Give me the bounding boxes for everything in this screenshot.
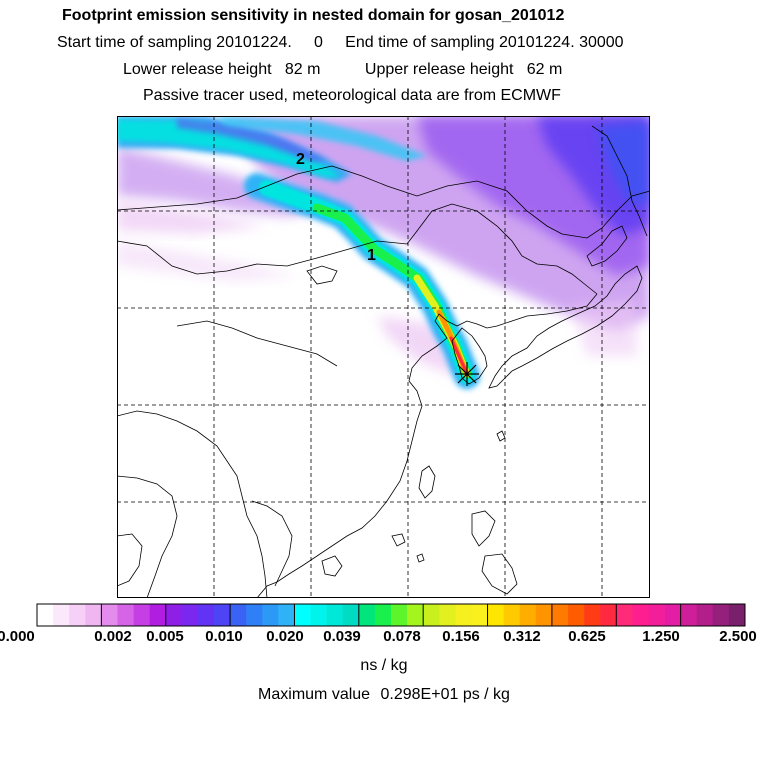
emission-plume [244,173,480,389]
trajectory-marker-1: 1 [367,247,376,264]
star-marker-icon [455,362,479,386]
colorbar-cell [712,604,730,626]
colorbar-cell [519,604,537,626]
colorbar-cell [230,604,247,626]
colorbar-tick-label: 0.002 [94,628,132,645]
colorbar-cell [294,604,311,626]
colorbar-cell [214,604,231,626]
maximum-value: Maximum value 0.298E+01 ps / kg [0,686,768,704]
footprint-map: 1 2 [117,116,650,598]
colorbar-cell [326,604,344,626]
colorbar-tick-label: 0.000 [0,628,35,645]
colorbar-cell [53,604,70,626]
colorbar [36,603,746,627]
sensitivity-field [117,116,650,376]
colorbar-cell [278,604,295,626]
colorbar-cell [117,604,134,626]
sampling-time-line: Start time of sampling 20101224. 0 End t… [57,34,624,51]
colorbar-border [36,603,746,627]
colorbar-cell [262,604,279,626]
colorbar-cell [407,604,424,626]
colorbar-cell [165,604,183,626]
colorbar-cell [455,604,472,626]
colorbar-tick-label: 0.005 [146,628,184,645]
colorbar-cell [568,604,585,626]
colorbar-tick-label: 1.250 [642,628,680,645]
colorbar-cell [471,604,488,626]
colorbar-cell [535,604,553,626]
colorbar-cells [36,603,746,627]
colorbar-cell [551,604,569,626]
colorbar-cell [197,604,215,626]
colorbar-cell [101,604,118,626]
colorbar-cell [503,604,521,626]
colorbar-cell [149,604,167,626]
colorbar-cell [680,604,698,626]
colorbar-cell [358,604,376,626]
colorbar-cell [600,604,617,626]
release-height-line: Lower release height 82 m Upper release … [123,61,563,78]
colorbar-cell [37,604,54,626]
colorbar-cell [391,604,408,626]
colorbar-cell [69,604,86,626]
colorbar-cell [423,604,440,626]
colorbar-cell [310,604,327,626]
maximum-value-label: Maximum value [258,686,371,703]
colorbar-tick-label: 0.039 [323,628,361,645]
colorbar-cell [632,604,649,626]
colorbar-cell [696,604,714,626]
colorbar-tick-label: 2.500 [719,628,757,645]
maximum-value-number: 0.298E+01 ps / kg [380,686,510,703]
gridlines [117,116,650,598]
colorbar-cell [342,604,360,626]
colorbar-tick-label: 0.078 [383,628,421,645]
colorbar-cell [487,604,504,626]
colorbar-cell [85,604,102,626]
colorbar-cell [439,604,456,626]
chart-title: Footprint emission sensitivity in nested… [62,7,565,24]
colorbar-cell [584,604,601,626]
colorbar-cell [664,604,681,626]
tracer-info-line: Passive tracer used, meteorological data… [143,87,561,104]
colorbar-cell [374,604,392,626]
colorbar-cell [648,604,665,626]
colorbar-tick-label: 0.010 [205,628,243,645]
colorbar-tick-label: 0.312 [503,628,541,645]
colorbar-tick-label: 0.156 [442,628,480,645]
colorbar-cell [728,604,746,626]
trajectory-marker-2: 2 [296,151,305,168]
colorbar-cell [616,604,633,626]
colorbar-tick-label: 0.625 [568,628,606,645]
colorbar-unit: ns / kg [360,657,408,674]
colorbar-cell [133,604,150,626]
colorbar-cell [246,604,263,626]
colorbar-cell [181,604,199,626]
colorbar-tick-label: 0.020 [266,628,304,645]
